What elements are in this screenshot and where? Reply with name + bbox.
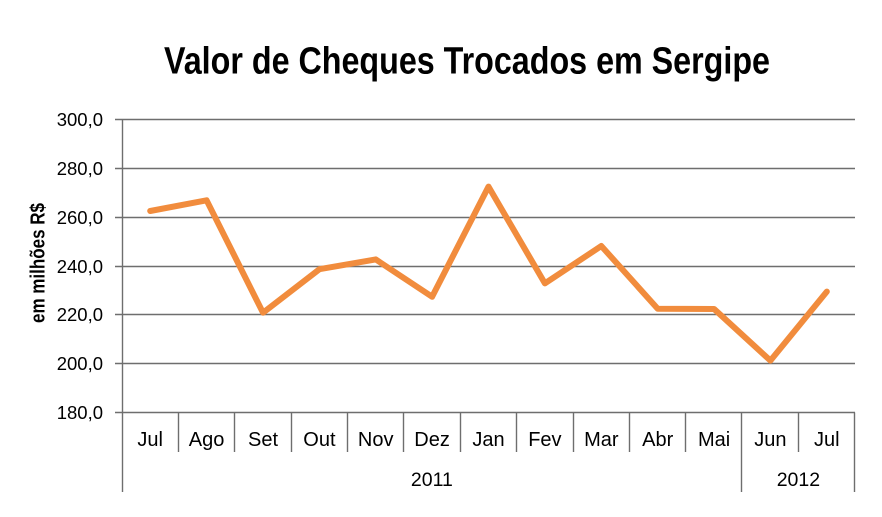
svg-text:Dez: Dez (414, 429, 450, 451)
svg-text:Abr: Abr (642, 429, 673, 451)
svg-text:180,0: 180,0 (57, 402, 103, 423)
svg-text:Fev: Fev (528, 429, 561, 451)
svg-text:220,0: 220,0 (57, 304, 103, 325)
svg-text:Mai: Mai (698, 429, 730, 451)
svg-text:240,0: 240,0 (57, 256, 103, 277)
svg-text:Set: Set (248, 429, 278, 451)
svg-text:Mar: Mar (584, 429, 619, 451)
svg-text:2012: 2012 (777, 469, 820, 491)
svg-text:Jul: Jul (137, 429, 163, 451)
svg-text:2011: 2011 (411, 469, 453, 491)
svg-text:Ago: Ago (189, 429, 225, 451)
svg-text:280,0: 280,0 (57, 158, 103, 179)
svg-text:200,0: 200,0 (57, 353, 103, 374)
svg-text:Jan: Jan (472, 429, 504, 451)
svg-text:Out: Out (303, 429, 336, 451)
svg-text:260,0: 260,0 (57, 207, 103, 228)
svg-text:300,0: 300,0 (57, 109, 103, 130)
svg-text:Valor de Cheques Trocados em S: Valor de Cheques Trocados em Sergipe (164, 41, 770, 83)
svg-text:Nov: Nov (358, 429, 394, 451)
svg-text:Jul: Jul (814, 429, 840, 451)
svg-text:em milhões R$: em milhões R$ (28, 203, 50, 323)
svg-text:Jun: Jun (754, 429, 786, 451)
